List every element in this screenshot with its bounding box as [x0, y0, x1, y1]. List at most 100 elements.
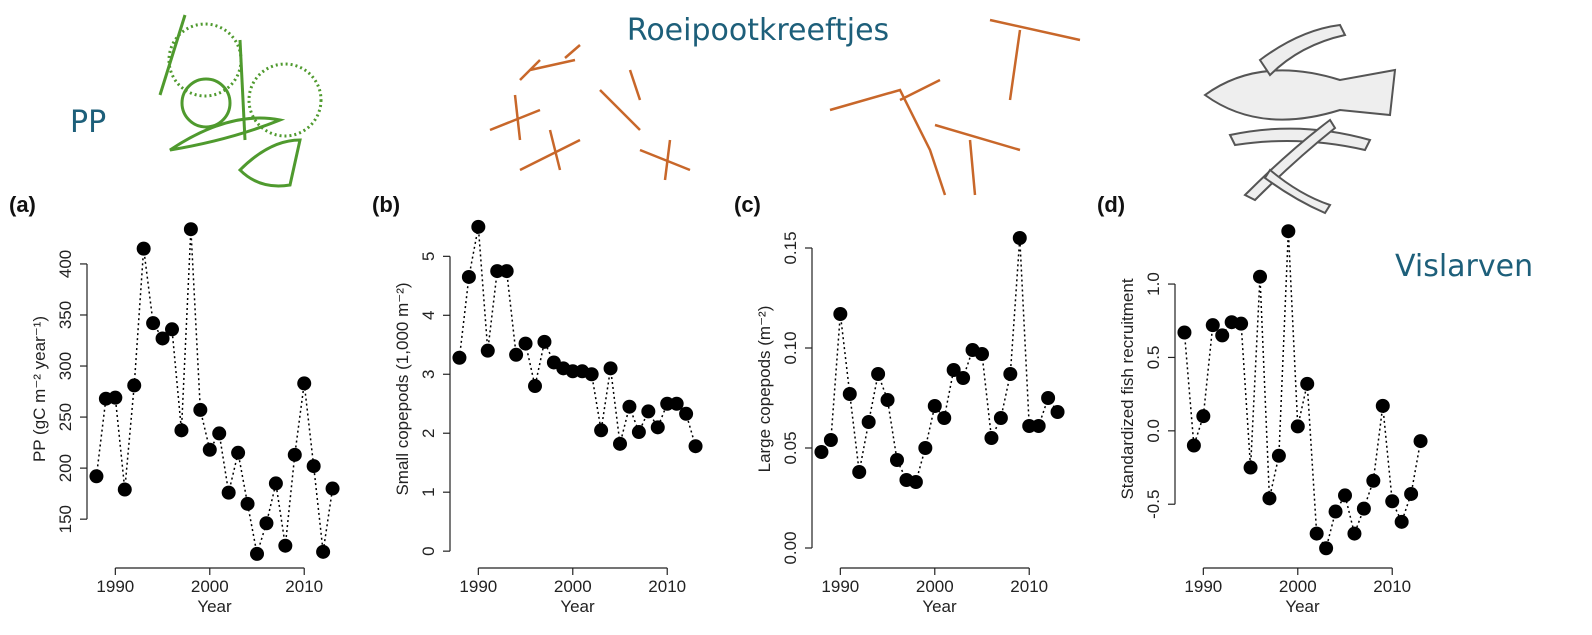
data-point: [861, 415, 876, 429]
data-point: [183, 222, 198, 237]
data-point: [146, 316, 161, 331]
y-tick-label: -0.5: [1144, 490, 1163, 519]
data-point: [518, 336, 533, 351]
y-tick-label: 250: [56, 403, 75, 431]
data-point: [1262, 491, 1277, 506]
annotation: Vislarven: [1395, 249, 1533, 284]
data-point: [306, 459, 321, 474]
data-point: [1012, 231, 1027, 245]
data-point: [890, 453, 904, 467]
y-tick-label: 0.15: [781, 231, 800, 264]
data-point: [1413, 434, 1428, 449]
y-axis-label: Large copepods (m⁻²): [755, 306, 774, 473]
x-tick-label: 2010: [1010, 577, 1048, 596]
data-line: [458, 226, 697, 447]
data-point: [594, 423, 609, 438]
panel-label: (a): [9, 192, 36, 217]
data-point: [325, 481, 340, 496]
data-point: [1319, 541, 1334, 556]
y-tick-label: 150: [56, 505, 75, 533]
x-tick-label: 2010: [285, 577, 323, 596]
y-tick-label: 200: [56, 454, 75, 482]
copepod-drawing: [489, 18, 1081, 196]
data-point: [631, 425, 646, 440]
data-point: [117, 482, 132, 497]
data-point: [584, 367, 599, 382]
data-point: [136, 241, 151, 256]
data-point: [1243, 460, 1258, 475]
data-point: [814, 445, 829, 459]
y-tick-label: 350: [56, 301, 75, 329]
data-point: [1031, 419, 1046, 433]
data-point: [993, 411, 1008, 425]
panel-label: (b): [372, 192, 400, 217]
x-tick-label: 2000: [916, 577, 954, 596]
y-tick-label: 0: [419, 546, 438, 555]
data-point: [908, 475, 923, 489]
data-point: [1205, 318, 1220, 333]
data-line: [820, 237, 1059, 483]
data-point: [823, 433, 838, 447]
data-point: [1186, 438, 1201, 453]
data-point: [259, 516, 274, 531]
phytoplankton-drawing: [158, 14, 323, 188]
data-point: [268, 476, 283, 491]
panel-label: (d): [1097, 192, 1125, 217]
data-point: [1003, 367, 1018, 381]
data-point: [250, 546, 264, 561]
data-point: [528, 379, 542, 394]
x-axis-label: Year: [560, 597, 595, 616]
y-tick-label: 4: [419, 311, 438, 320]
panel-label: (c): [734, 192, 761, 217]
data-point: [461, 269, 476, 284]
y-tick-label: 5: [419, 252, 438, 261]
data-point: [1271, 448, 1286, 463]
data-point: [452, 350, 467, 365]
y-tick-label: 300: [56, 352, 75, 380]
data-point: [193, 402, 208, 417]
data-point: [833, 307, 848, 321]
illustrations: [158, 14, 1397, 215]
data-point: [89, 469, 104, 484]
annotation: PP: [70, 105, 106, 140]
y-tick-label: 2: [419, 428, 438, 437]
data-point: [613, 436, 627, 451]
data-point: [946, 363, 961, 377]
data-point: [603, 361, 618, 376]
data-point: [1347, 526, 1362, 541]
data-point: [1375, 398, 1390, 413]
data-point: [480, 343, 495, 358]
data-point: [1385, 494, 1400, 509]
data-point: [650, 420, 665, 435]
x-tick-label: 1990: [96, 577, 134, 596]
data-point: [221, 485, 236, 500]
data-point: [1338, 488, 1352, 503]
data-point: [174, 423, 189, 438]
y-tick-label: 400: [56, 250, 75, 278]
data-point: [212, 426, 227, 441]
data-point: [127, 378, 142, 393]
y-tick-label: 1: [419, 487, 438, 496]
data-point: [1290, 419, 1305, 434]
x-tick-label: 2000: [191, 577, 229, 596]
x-tick-label: 2010: [648, 577, 686, 596]
data-point: [278, 538, 293, 553]
data-point: [669, 396, 684, 411]
data-point: [287, 447, 302, 462]
data-point: [108, 390, 123, 405]
data-point: [918, 441, 933, 455]
data-point: [1356, 501, 1371, 516]
data-point: [1328, 504, 1343, 519]
x-axis-label: Year: [197, 597, 232, 616]
data-point: [1196, 409, 1211, 424]
x-tick-label: 1990: [459, 577, 497, 596]
y-axis-label: PP (gC m⁻² year⁻¹): [30, 316, 49, 462]
data-point: [499, 264, 514, 279]
x-axis-label: Year: [1285, 597, 1320, 616]
data-point: [679, 406, 694, 421]
data-point: [1234, 316, 1249, 331]
y-axis-label: Standardized fish recruitment: [1118, 278, 1137, 499]
data-point: [880, 393, 895, 407]
x-tick-label: 1990: [821, 577, 859, 596]
